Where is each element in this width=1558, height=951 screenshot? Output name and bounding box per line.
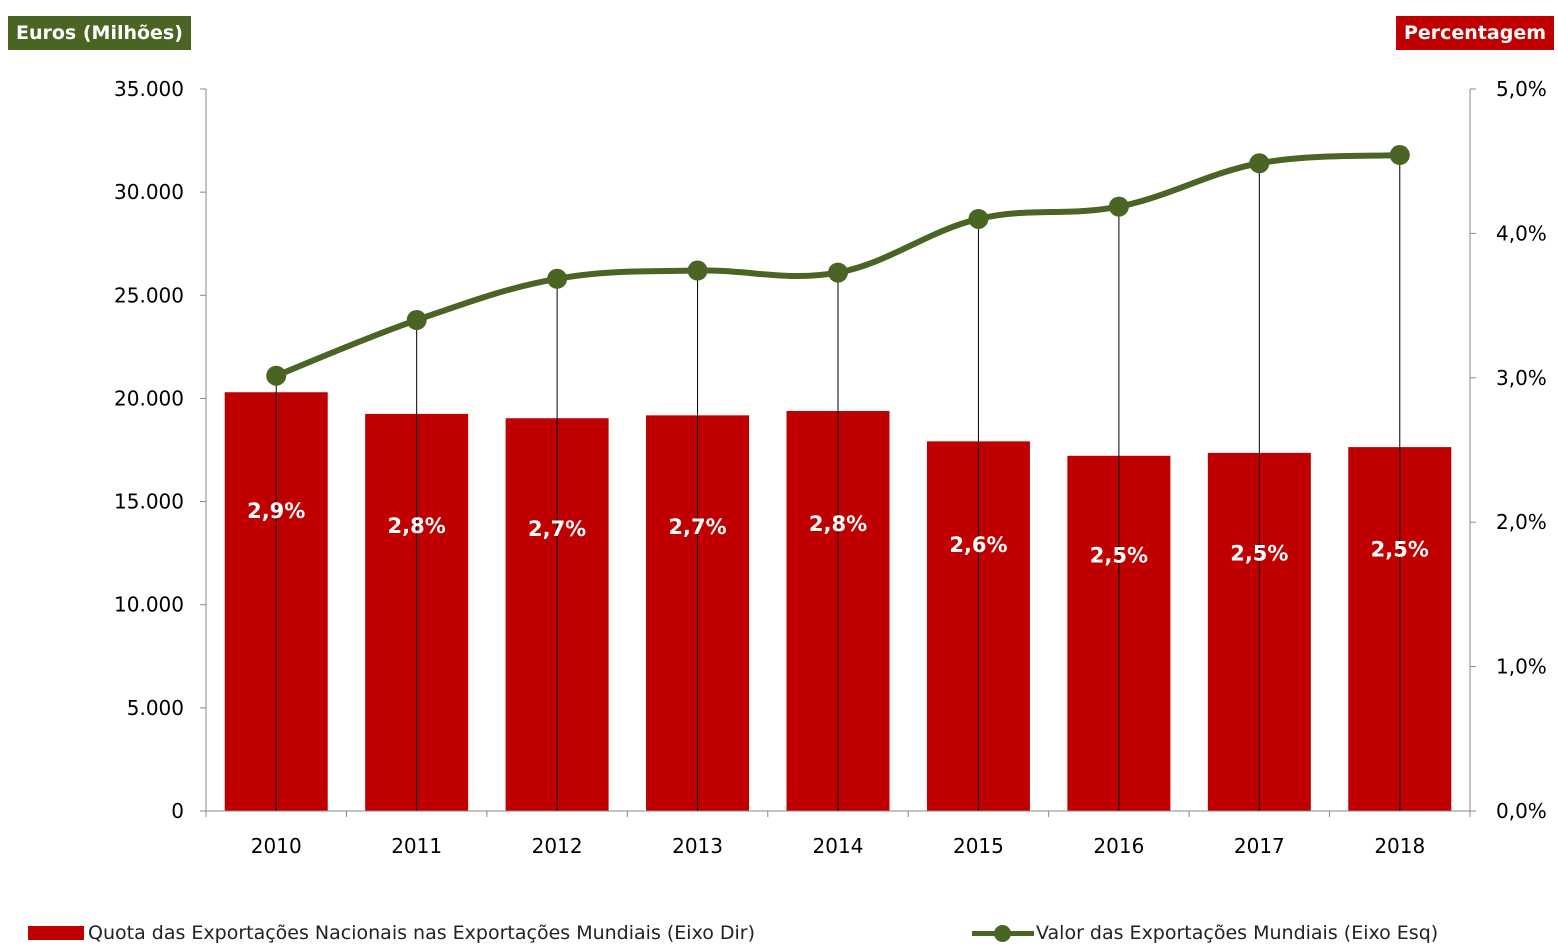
x-tick-label-2010: 2010 xyxy=(251,834,302,858)
x-tick-label-2017: 2017 xyxy=(1234,834,1285,858)
left-axis-title: Euros (Milhões) xyxy=(8,16,191,50)
bar-data-label-2017: 2,5% xyxy=(1230,541,1288,565)
legend-line-label: Valor das Exportações Mundiais (Eixo Esq… xyxy=(1036,922,1439,944)
line-point-2012 xyxy=(547,268,568,289)
x-tick-label-2018: 2018 xyxy=(1374,834,1425,858)
x-tick-label-2013: 2013 xyxy=(672,834,723,858)
bar-data-label-2016: 2,5% xyxy=(1090,543,1148,567)
right-tick-label: 3,0% xyxy=(1496,366,1547,390)
left-tick-label: 0 xyxy=(171,799,184,823)
right-tick-label: 1,0% xyxy=(1496,655,1547,679)
line-point-2014 xyxy=(828,262,848,283)
line-point-2011 xyxy=(406,310,427,331)
line-point-2013 xyxy=(687,260,708,281)
line-point-2010 xyxy=(266,365,287,386)
bar-data-label-2013: 2,7% xyxy=(668,515,726,539)
bar-data-label-2014: 2,8% xyxy=(809,512,867,536)
left-tick-label: 10.000 xyxy=(114,593,184,617)
right-tick-label: 2,0% xyxy=(1496,510,1547,534)
x-tick-label-2014: 2014 xyxy=(813,834,864,858)
bar-data-label-2018: 2,5% xyxy=(1371,537,1429,561)
left-tick-label: 25.000 xyxy=(114,283,184,307)
right-axis-title: Percentagem xyxy=(1395,16,1554,50)
chart: 0 5.000 10.000 15.000 20.000 25.000 30.000 35.0… xyxy=(114,77,1547,858)
right-tick-label: 5,0% xyxy=(1496,77,1547,101)
left-tick-label: 20.000 xyxy=(114,386,184,410)
legend-line-swatch xyxy=(972,925,1034,942)
right-tick-label: 0,0% xyxy=(1496,799,1547,823)
right-tick-label: 4,0% xyxy=(1496,221,1547,245)
legend-bar-swatch xyxy=(28,926,84,940)
x-tick-label-2016: 2016 xyxy=(1093,834,1144,858)
legend-bars-label: Quota das Exportações Nacionais nas Expo… xyxy=(88,922,756,944)
line-point-2015 xyxy=(968,208,989,229)
bar-data-label-2012: 2,7% xyxy=(528,517,586,541)
bar-data-label-2011: 2,8% xyxy=(388,514,446,538)
legend-item-bars: Quota das Exportações Nacionais nas Expo… xyxy=(28,922,755,944)
line-point-2016 xyxy=(1108,196,1129,217)
bar-data-label-2010: 2,9% xyxy=(247,499,305,523)
left-tick-label: 30.000 xyxy=(114,180,184,204)
line-point-2018 xyxy=(1389,145,1410,166)
left-tick-label: 35.000 xyxy=(114,77,184,101)
left-tick-label: 5.000 xyxy=(127,696,184,720)
left-tick-label: 15.000 xyxy=(114,490,184,514)
bar-data-label-2015: 2,6% xyxy=(949,533,1007,557)
x-tick-label-2015: 2015 xyxy=(953,834,1004,858)
x-tick-label-2012: 2012 xyxy=(532,834,583,858)
x-tick-label-2011: 2011 xyxy=(391,834,442,858)
line-point-2017 xyxy=(1249,153,1270,174)
legend-item-line: Valor das Exportações Mundiais (Eixo Esq… xyxy=(972,922,1438,944)
